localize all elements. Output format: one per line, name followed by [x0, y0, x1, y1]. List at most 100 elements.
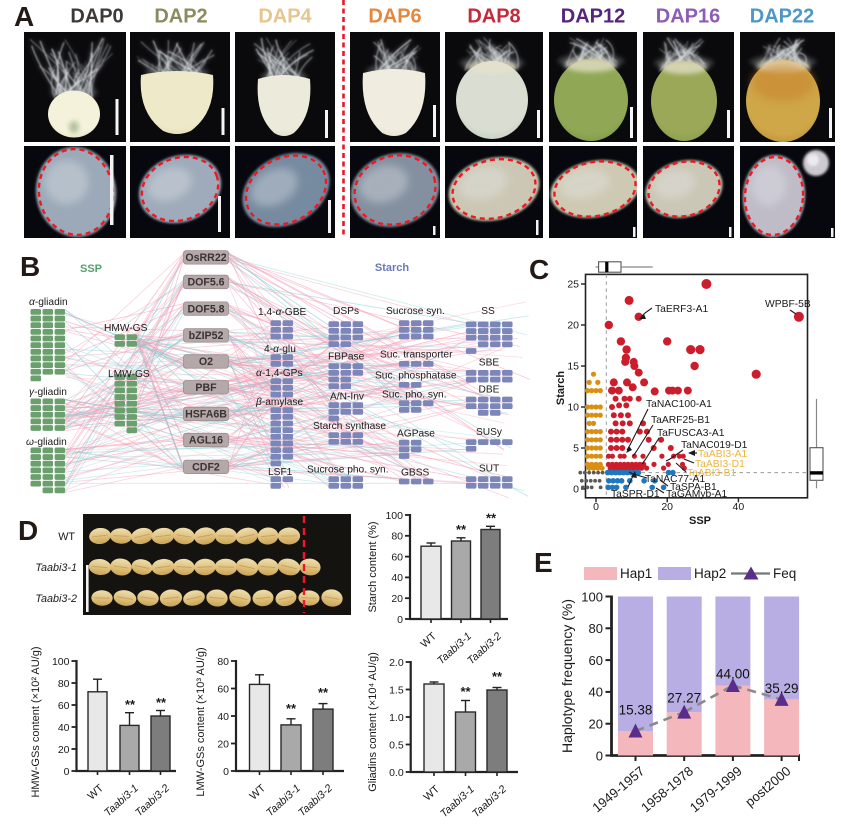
svg-text:20: 20 — [217, 738, 229, 750]
svg-text:B: B — [20, 251, 40, 282]
svg-text:60: 60 — [58, 700, 70, 712]
svg-text:20: 20 — [589, 717, 603, 732]
svg-text:1.5: 1.5 — [389, 684, 404, 696]
svg-text:40: 40 — [217, 711, 229, 723]
svg-text:0: 0 — [596, 748, 603, 763]
svg-text:Sucrose pho. syn.: Sucrose pho. syn. — [307, 465, 389, 476]
svg-text:15: 15 — [567, 361, 579, 373]
svg-text:**: ** — [156, 695, 167, 710]
svg-text:15.38: 15.38 — [619, 703, 653, 718]
svg-text:SS: SS — [481, 306, 495, 317]
svg-text:DAP22: DAP22 — [750, 6, 814, 28]
svg-text:Starch synthase: Starch synthase — [313, 421, 386, 432]
svg-text:40: 40 — [391, 572, 403, 584]
svg-text:bZIP52: bZIP52 — [189, 330, 224, 342]
svg-text:**: ** — [456, 522, 467, 537]
svg-text:40: 40 — [589, 685, 603, 700]
svg-text:80: 80 — [589, 621, 603, 636]
svg-text:**: ** — [460, 684, 471, 699]
svg-text:10: 10 — [567, 402, 579, 414]
svg-text:AGPase: AGPase — [397, 429, 435, 440]
svg-text:1.0: 1.0 — [389, 712, 404, 724]
svg-text:80: 80 — [217, 656, 229, 668]
svg-text:WPBF-5B: WPBF-5B — [765, 299, 811, 310]
svg-text:AGL16: AGL16 — [189, 435, 223, 447]
svg-text:20: 20 — [661, 501, 673, 513]
svg-text:WT: WT — [58, 531, 75, 543]
svg-text:Taabi3-1: Taabi3-1 — [35, 562, 77, 574]
svg-text:D: D — [18, 515, 38, 546]
svg-text:0.5: 0.5 — [389, 739, 404, 751]
svg-text:DAP8: DAP8 — [467, 6, 520, 28]
svg-text:LMW-GS: LMW-GS — [108, 369, 150, 380]
svg-text:Suc. pho. syn.: Suc. pho. syn. — [382, 390, 447, 401]
svg-text:Sucrose syn.: Sucrose syn. — [386, 306, 445, 317]
svg-text:DOF5.8: DOF5.8 — [187, 303, 224, 315]
svg-text:5: 5 — [573, 443, 579, 455]
svg-text:β-amylase: β-amylase — [255, 397, 303, 408]
svg-text:γ-gliadin: γ-gliadin — [29, 387, 67, 398]
svg-text:OsRR22: OsRR22 — [185, 252, 226, 264]
svg-text:A: A — [14, 1, 34, 32]
svg-text:20: 20 — [567, 320, 579, 332]
svg-text:PBF: PBF — [195, 382, 217, 394]
svg-text:DAP6: DAP6 — [368, 6, 421, 28]
svg-text:DAP4: DAP4 — [258, 6, 312, 28]
svg-text:A/N-Inv: A/N-Inv — [330, 392, 365, 403]
svg-text:40: 40 — [58, 722, 70, 734]
svg-text:44.00: 44.00 — [716, 667, 750, 682]
svg-text:**: ** — [125, 697, 136, 712]
svg-text:Suc. phosphatase: Suc. phosphatase — [375, 371, 457, 382]
svg-text:α-1,4-GPs: α-1,4-GPs — [256, 368, 303, 379]
svg-text:Taabi3-2: Taabi3-2 — [35, 593, 77, 605]
svg-text:CDF2: CDF2 — [192, 462, 220, 474]
svg-text:E: E — [534, 547, 553, 578]
svg-text:SSP: SSP — [689, 515, 711, 527]
svg-text:DAP2: DAP2 — [154, 6, 207, 28]
svg-text:Hap2: Hap2 — [694, 566, 726, 581]
svg-text:60: 60 — [217, 683, 229, 695]
svg-text:100: 100 — [385, 510, 403, 522]
svg-text:4-α-glu: 4-α-glu — [264, 344, 296, 355]
svg-text:FBPase: FBPase — [328, 352, 365, 363]
svg-text:Starch content (%): Starch content (%) — [367, 521, 379, 612]
svg-text:TaFUSCA3-A1: TaFUSCA3-A1 — [657, 428, 725, 439]
svg-text:HMW-GSs content (×10² AU/g): HMW-GSs content (×10² AU/g) — [30, 646, 42, 797]
svg-text:HSFA6B: HSFA6B — [185, 409, 227, 421]
svg-text:0: 0 — [593, 501, 599, 513]
svg-text:**: ** — [486, 511, 497, 526]
svg-text:0.0: 0.0 — [389, 767, 404, 779]
svg-text:DOF5.6: DOF5.6 — [187, 277, 224, 289]
svg-text:60: 60 — [391, 551, 403, 563]
svg-text:TaERF3-A1: TaERF3-A1 — [655, 304, 708, 315]
svg-text:TaGAMyb-A1: TaGAMyb-A1 — [666, 489, 728, 500]
svg-text:GBSS: GBSS — [401, 468, 430, 479]
svg-text:Suc. transporter: Suc. transporter — [380, 350, 453, 361]
svg-text:LSF1: LSF1 — [268, 467, 293, 478]
svg-text:TaNAC100-A1: TaNAC100-A1 — [646, 399, 712, 410]
svg-text:O2: O2 — [199, 356, 213, 368]
svg-text:80: 80 — [58, 678, 70, 690]
svg-text:SBE: SBE — [479, 358, 500, 369]
svg-text:TaARF25-B1: TaARF25-B1 — [651, 415, 710, 426]
svg-text:0: 0 — [397, 614, 403, 626]
svg-text:60: 60 — [589, 653, 603, 668]
svg-text:DAP16: DAP16 — [656, 6, 720, 28]
svg-text:TaSPR-D1: TaSPR-D1 — [611, 489, 660, 500]
svg-text:1,4-α-GBE: 1,4-α-GBE — [258, 307, 306, 318]
svg-text:0: 0 — [64, 766, 70, 778]
svg-text:α-gliadin: α-gliadin — [29, 297, 68, 308]
svg-text:40: 40 — [733, 501, 745, 513]
svg-text:**: ** — [318, 685, 329, 700]
svg-text:SUT: SUT — [479, 464, 499, 475]
svg-text:20: 20 — [58, 744, 70, 756]
svg-text:0: 0 — [573, 484, 579, 496]
svg-text:SUSy: SUSy — [476, 427, 503, 438]
svg-text:Starch: Starch — [555, 371, 567, 406]
svg-text:**: ** — [492, 669, 503, 684]
svg-text:100: 100 — [52, 656, 70, 668]
svg-text:ω-gliadin: ω-gliadin — [26, 437, 67, 448]
svg-text:Haplotype frequency (%): Haplotype frequency (%) — [559, 599, 575, 753]
svg-text:DSPs: DSPs — [333, 306, 359, 317]
svg-text:20: 20 — [391, 593, 403, 605]
